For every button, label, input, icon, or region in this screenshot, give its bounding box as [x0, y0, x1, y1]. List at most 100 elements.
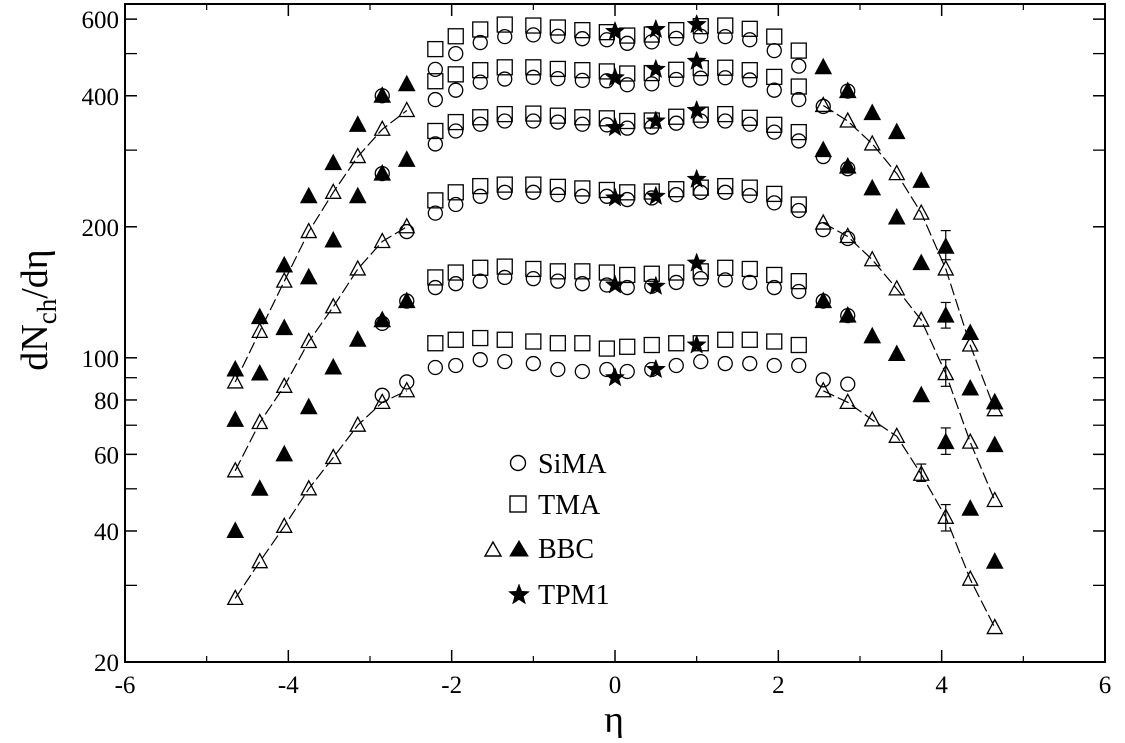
- data-point-circle-open: [497, 353, 513, 370]
- data-point-star: [686, 252, 707, 272]
- data-point-square-open: [496, 105, 513, 123]
- data-point-triangle-open: [863, 134, 881, 151]
- fit-curve-1: [823, 390, 996, 628]
- data-point-circle-open: [742, 355, 758, 372]
- data-point-circle-open: [840, 376, 856, 392]
- data-point-circle-open: [550, 273, 566, 289]
- data-point-star: [604, 366, 626, 387]
- data-point-triangle-open: [275, 516, 293, 533]
- legend-label-bbc: BBC: [538, 534, 594, 565]
- data-point-square-open: [427, 122, 444, 140]
- data-point-square-open: [447, 184, 464, 201]
- data-point-triangle-open: [814, 96, 832, 113]
- data-point-triangle-filled: [936, 432, 955, 450]
- data-point-circle-open: [497, 269, 513, 286]
- axis-ticks: -6 -4 -2 0 2 4 6 20 40 60 80 100 200 400 600: [82, 4, 1111, 699]
- data-point-triangle-filled: [912, 171, 931, 188]
- data-point-star: [645, 185, 667, 205]
- data-point-square-open: [790, 123, 807, 141]
- data-point-square-open: [574, 62, 591, 79]
- data-point-triangle-filled: [863, 178, 882, 196]
- data-point-circle-open: [472, 34, 488, 51]
- data-point-square-open: [619, 338, 636, 355]
- series-16-triangle-open: [226, 96, 1004, 417]
- y-tick-label: 600: [82, 7, 120, 34]
- data-point-star: [645, 58, 667, 79]
- data-point-circle-open: [766, 82, 782, 98]
- data-point-circle-open: [742, 116, 758, 132]
- data-point-circle-open: [550, 70, 566, 87]
- data-point-triangle-filled: [226, 359, 245, 377]
- data-point-square-open: [741, 260, 758, 278]
- x-tick-label: -2: [441, 672, 462, 699]
- data-point-triangle-open: [814, 213, 832, 230]
- data-point-triangle-filled: [275, 318, 294, 336]
- data-point-circle-open: [644, 76, 660, 92]
- data-point-triangle-open: [373, 392, 391, 409]
- data-point-triangle-open: [839, 111, 857, 128]
- fit-curve-0: [234, 390, 408, 599]
- data-point-circle-open: [668, 30, 684, 46]
- series-0-circle-open: [374, 352, 856, 403]
- data-point-circle-open: [427, 279, 443, 296]
- data-point-square-open: [472, 21, 489, 38]
- data-point-triangle-open: [398, 381, 416, 398]
- data-point-circle-open: [815, 98, 831, 115]
- data-point-circle-open: [693, 353, 709, 370]
- legend-label-tma: TMA: [538, 490, 601, 521]
- data-point-triangle-filled: [299, 186, 318, 204]
- data-point-square-open: [766, 185, 783, 203]
- data-point-square-open: [766, 333, 783, 350]
- data-point-triangle-open: [961, 335, 979, 352]
- legend-label-tpm1: TPM1: [538, 580, 610, 611]
- data-point-square-open: [549, 107, 566, 124]
- data-point-triangle-filled: [814, 140, 833, 158]
- data-point-circle-open: [497, 71, 513, 87]
- error-bars: [916, 229, 951, 532]
- data-point-square-open: [619, 65, 636, 82]
- legend-marker-triangle-open: [483, 540, 503, 557]
- data-point-square-open: [549, 335, 566, 352]
- legend-label-sima: SiMA: [538, 449, 607, 480]
- y-axis-title-sub: ch: [32, 298, 62, 324]
- data-point-square-open: [668, 22, 685, 39]
- data-point-triangle-filled: [863, 326, 882, 344]
- data-point-triangle-open: [937, 507, 955, 524]
- data-point-triangle-filled: [838, 306, 857, 323]
- data-point-square-open: [619, 184, 636, 201]
- data-point-square-open: [472, 177, 489, 195]
- x-tick-label: 0: [609, 672, 622, 699]
- legend-item-sima: SiMA: [509, 449, 607, 480]
- data-point-square-open: [598, 264, 615, 281]
- data-point-square-open: [741, 62, 758, 79]
- data-point-circle-open: [717, 272, 733, 288]
- data-point-triangle-filled: [373, 310, 392, 328]
- data-point-square-open: [574, 22, 591, 39]
- data-point-circle-open: [742, 32, 758, 48]
- data-point-triangle-filled: [324, 357, 343, 375]
- data-point-circle-open: [427, 91, 443, 108]
- data-point-circle-open: [742, 72, 758, 88]
- data-point-square-open: [717, 177, 734, 195]
- data-point-circle-open: [427, 61, 443, 78]
- data-point-square-open: [525, 260, 542, 278]
- data-point-square-open: [525, 105, 542, 122]
- x-tick-label: -6: [115, 672, 136, 699]
- data-point-star: [604, 20, 626, 41]
- data-point-triangle-open: [275, 271, 293, 288]
- data-point-triangle-open: [814, 381, 832, 398]
- legend-item-tpm1: TPM1: [507, 580, 610, 611]
- fit-curve-5: [822, 104, 996, 410]
- data-point-triangle-open: [373, 119, 391, 136]
- data-point-circle-open: [497, 28, 513, 45]
- data-point-circle-open: [840, 230, 856, 247]
- data-point-triangle-filled: [961, 323, 980, 341]
- data-point-triangle-filled: [226, 521, 245, 538]
- data-point-triangle-filled: [275, 444, 294, 462]
- data-point-circle-open: [668, 71, 684, 88]
- data-point-circle-open: [791, 58, 807, 74]
- data-point-triangle-open: [226, 589, 244, 606]
- data-point-circle-open: [791, 202, 807, 219]
- data-point-triangle-filled: [887, 122, 906, 140]
- y-tick-label: 60: [94, 442, 119, 469]
